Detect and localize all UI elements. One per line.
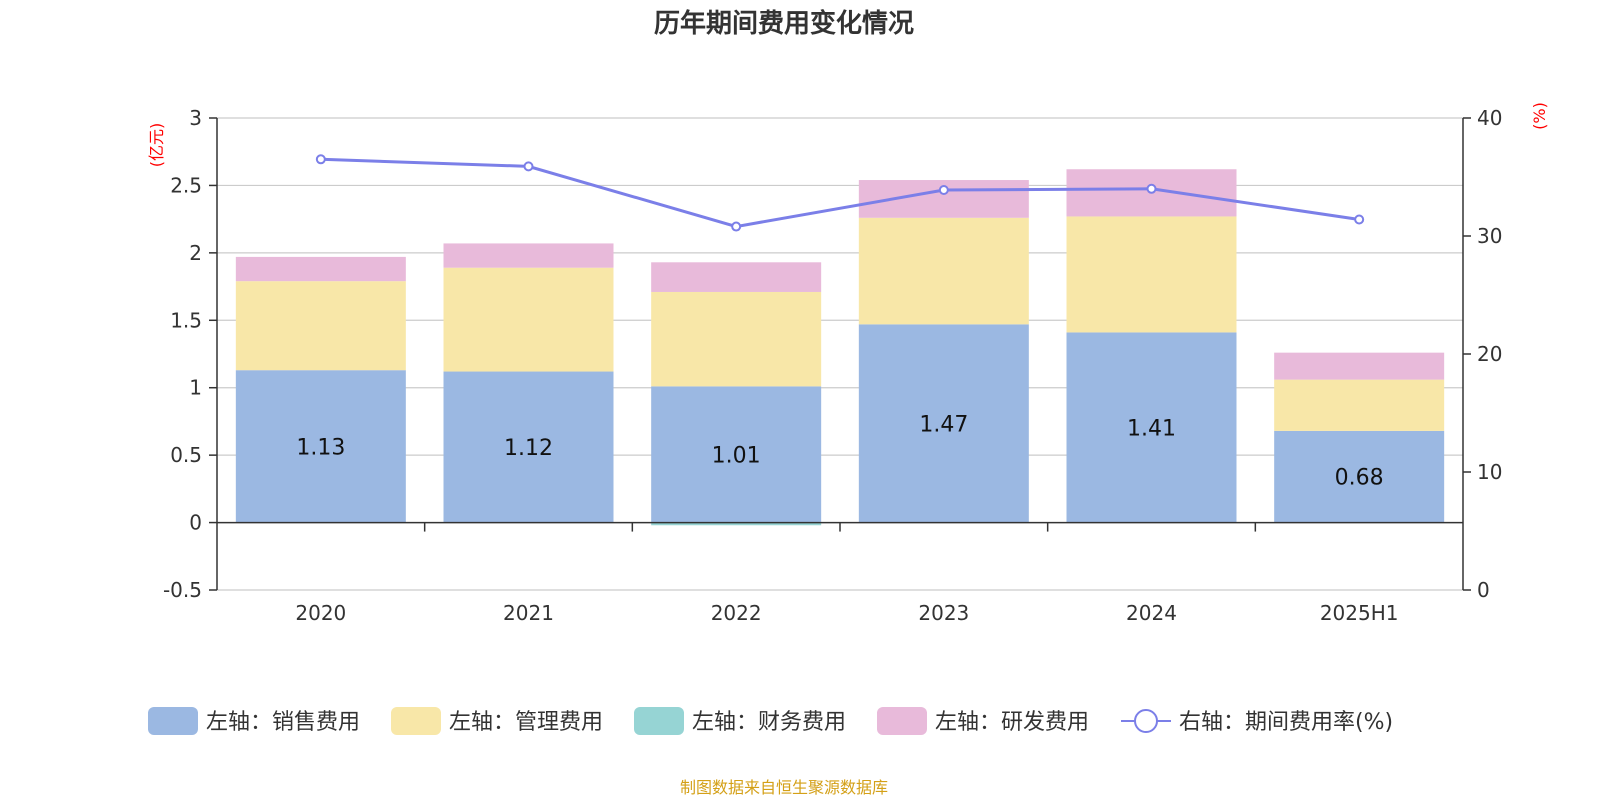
bar-segment — [651, 386, 822, 523]
legend-swatch — [877, 707, 927, 735]
bar-segment — [1274, 352, 1445, 380]
bar-segment — [651, 291, 822, 387]
rate-line-path — [320, 157, 1360, 229]
bar-segment — [443, 371, 614, 523]
right-tick-label: 20 — [1477, 342, 1502, 366]
bar-segment — [1066, 216, 1237, 333]
grid-lines — [217, 117, 1463, 591]
bar-segment — [651, 262, 822, 292]
bar-segment — [651, 522, 822, 526]
bar-segment — [235, 281, 406, 371]
bar-labels: 1.13 1.12 1.01 1.47 1.41 0.68 — [296, 412, 1383, 490]
legend-label: 左轴：财务费用 — [692, 710, 846, 735]
right-tick-label: 10 — [1477, 460, 1502, 484]
left-tick-label: 2.5 — [170, 173, 202, 197]
bar-data-label: 1.41 — [1127, 416, 1176, 441]
x-tick-label: 2023 — [918, 601, 969, 625]
bar-segment — [235, 256, 406, 282]
left-tick-label: 3 — [189, 106, 202, 130]
right-tick-label: 40 — [1477, 106, 1502, 130]
bar-segment — [858, 217, 1029, 325]
source-note: 制图数据来自恒生聚源数据库 — [680, 778, 888, 797]
legend-label: 右轴：期间费用率(%) — [1179, 710, 1393, 735]
right-axis-unit: (%) — [1530, 102, 1549, 130]
bar-data-label: 1.47 — [919, 412, 968, 437]
bar-segment — [443, 243, 614, 268]
rate-point — [731, 221, 742, 232]
bar-data-label: 1.12 — [504, 436, 553, 461]
legend-label: 左轴：管理费用 — [449, 710, 603, 735]
bar-segment — [443, 267, 614, 372]
legend-label: 左轴：研发费用 — [935, 710, 1089, 735]
legend-label: 左轴：销售费用 — [206, 710, 360, 735]
bar-segment — [235, 370, 406, 523]
legend-swatch — [391, 707, 441, 735]
left-tick-label: 0.5 — [170, 443, 202, 467]
rate-point — [938, 184, 949, 195]
bar-data-label: 1.01 — [712, 443, 761, 468]
legend: 左轴：销售费用 左轴：管理费用 左轴：财务费用 左轴：研发费用 右轴：期间费用率(%) — [148, 707, 1393, 735]
x-tick-label: 2020 — [295, 601, 346, 625]
left-tick-label: 1 — [189, 376, 202, 400]
rate-point — [523, 161, 534, 172]
left-tick-label: -0.5 — [163, 578, 202, 602]
rate-point — [315, 154, 326, 165]
rate-point — [1146, 183, 1157, 194]
x-tick-label: 2025H1 — [1320, 601, 1399, 625]
legend-swatch — [634, 707, 684, 735]
bar-segment — [858, 324, 1029, 523]
bar-segment — [1274, 379, 1445, 431]
rate-line — [315, 154, 1365, 232]
rate-point — [1354, 214, 1365, 225]
bar-data-label: 0.68 — [1335, 466, 1384, 491]
bar-data-label: 1.13 — [296, 435, 345, 460]
bars — [235, 169, 1445, 526]
left-tick-label: 1.5 — [170, 308, 202, 332]
x-tick-label: 2022 — [711, 601, 762, 625]
bar-segment — [1274, 430, 1445, 523]
left-axis-unit: (亿元) — [147, 123, 166, 168]
right-tick-label: 30 — [1477, 224, 1502, 248]
left-tick-label: 0 — [189, 511, 202, 535]
chart-title: 历年期间费用变化情况 — [654, 8, 914, 39]
right-tick-label: 0 — [1477, 578, 1490, 602]
legend-swatch — [148, 707, 198, 735]
left-tick-label: 2 — [189, 241, 202, 265]
x-tick-label: 2021 — [503, 601, 554, 625]
x-tick-label: 2024 — [1126, 601, 1177, 625]
legend-marker — [1134, 709, 1158, 733]
bar-segment — [1066, 332, 1237, 523]
